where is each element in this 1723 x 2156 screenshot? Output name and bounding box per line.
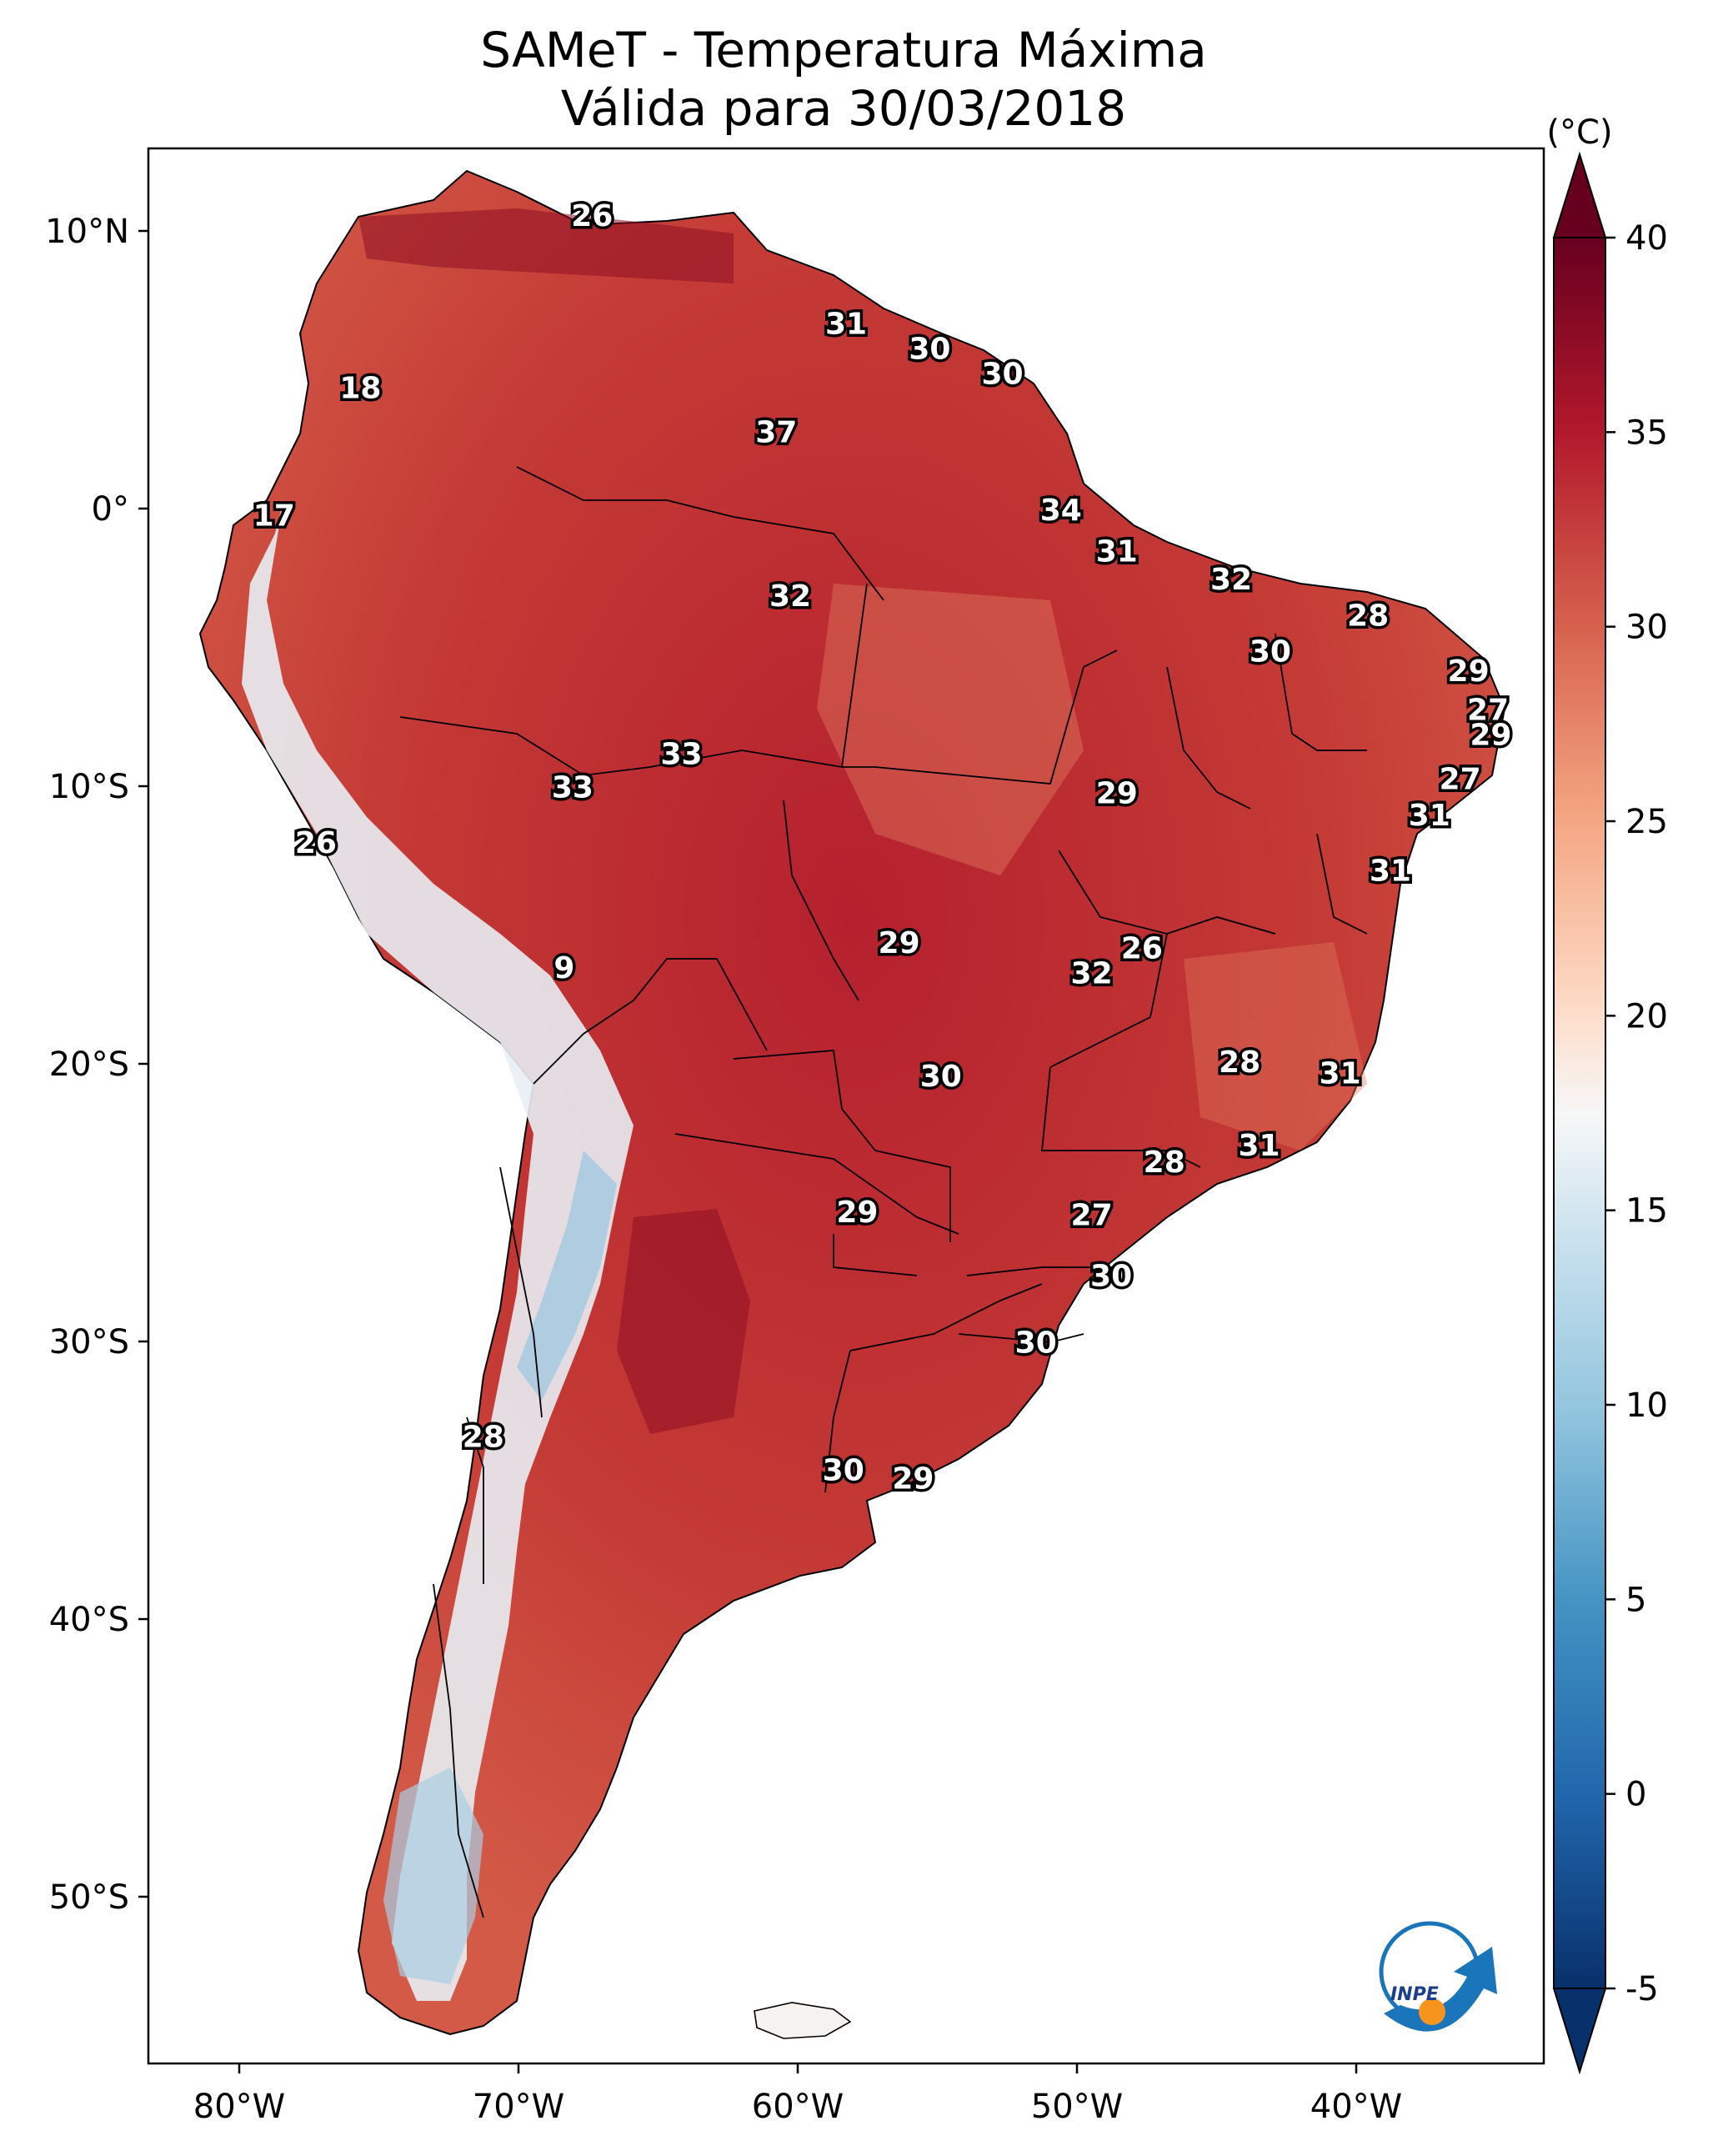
colorbar: (°C) 40 35 30 25 20 15 10 5 0 -5 [1546,113,1668,2075]
lat-label-10n: 10°N [45,213,129,251]
station-value-label: 9 [553,951,574,985]
station-value-label: 30 [823,1454,864,1488]
falkland-islands [754,2002,852,2039]
logo-text: INPE [1390,1984,1439,2005]
inpe-logo: INPE [1379,1921,1497,2032]
map-area [148,148,1544,2063]
station-value-label: 32 [1210,563,1252,597]
colorbar-tick-label: 0 [1625,1776,1646,1814]
lat-label-10s: 10°S [49,768,129,806]
colorbar-gradient [1553,237,1606,1989]
colorbar-min-extend-arrow [1552,1988,1607,2075]
lat-label-50s: 50°S [49,1878,129,1917]
station-value-label: 27 [1467,694,1509,728]
station-value-label: 29 [1096,776,1138,810]
logo-sun-icon [1419,1998,1445,2025]
lat-label-20s: 20°S [49,1045,129,1084]
colorbar-tick-label: -5 [1625,1970,1659,2008]
station-value-label: 33 [552,771,594,805]
station-value-label: 29 [892,1462,934,1497]
station-value-label: 32 [1071,957,1113,991]
station-value-label: 31 [1370,855,1411,889]
lon-label-50w: 50°W [1031,2088,1123,2126]
station-value-label: 37 [755,416,797,450]
map-frame [147,147,1545,2065]
map-title-line2: Válida para 30/03/2018 [561,80,1126,137]
station-value-label: 30 [1090,1260,1132,1294]
logo-arrow-icon [1384,1947,1497,2032]
colorbar-tick-label: 20 [1625,997,1668,1035]
lon-label-80w: 80°W [193,2088,285,2126]
andes-cold-core [517,1151,617,1401]
colorbar-tick-label: 10 [1625,1386,1668,1425]
station-value-label: 29 [1470,718,1511,752]
station-value-label: 33 [660,738,702,772]
station-value-label: 28 [1347,599,1389,633]
warm-patch-brazil-interior [817,584,1084,875]
station-value-label: 30 [981,358,1023,392]
station-value-label: 17 [253,499,295,533]
station-value-label: 31 [1320,1057,1361,1091]
station-value-label: 29 [1448,654,1490,689]
lon-label-70w: 70°W [473,2088,564,2126]
axis-ticks [138,229,1358,2073]
station-value-label: 30 [909,333,950,367]
station-value-label: 31 [1238,1129,1280,1163]
lat-label-30s: 30°S [49,1323,129,1361]
station-value-label: 18 [339,371,381,405]
map-title-line1: SAMeT - Temperatura Máxima [480,22,1207,78]
hot-spot-venezuela [358,208,734,283]
station-value-label: 27 [1440,763,1481,797]
station-value-label: 30 [1250,635,1291,669]
lat-label-40s: 40°S [49,1601,129,1639]
warm-patch-southeast-brazil [1184,942,1367,1151]
hot-spot-argentina [617,1209,750,1434]
station-value-label: 31 [1096,535,1138,569]
colorbar-tick-label: 25 [1625,803,1668,841]
station-value-label: 31 [825,308,867,342]
station-value-label: 30 [920,1060,962,1094]
station-value-label: 28 [463,1421,504,1455]
station-value-label: 26 [1121,932,1163,966]
colorbar-tick-label: 35 [1625,414,1668,452]
colorbar-max-extend-arrow [1552,151,1607,238]
patagonia-cold-region [383,1767,483,1984]
lon-label-40w: 40°W [1310,2088,1402,2126]
colorbar-tick-label: 30 [1625,609,1668,647]
station-value-label: 31 [1409,799,1450,833]
station-value-label: 28 [1144,1146,1185,1180]
lat-label-0: 0° [92,490,129,529]
colorbar-tick-label: 40 [1625,219,1668,258]
station-value-label: 28 [1219,1045,1260,1080]
colorbar-unit: (°C) [1546,113,1612,152]
station-value-label: 26 [295,826,337,860]
colorbar-tick-label: 15 [1625,1192,1668,1231]
andes-cool-band [242,500,634,2001]
political-borders [399,466,1368,1918]
station-value-label: 29 [879,926,920,960]
station-value-label: 26 [571,199,613,233]
station-value-label: 29 [836,1196,878,1230]
station-value-label: 30 [1015,1326,1057,1361]
lon-label-60w: 60°W [752,2088,844,2126]
colorbar-tick-label: 5 [1625,1581,1646,1619]
station-value-label: 34 [1040,494,1082,528]
station-value-label: 27 [1071,1198,1113,1232]
station-value-label: 32 [769,579,811,614]
